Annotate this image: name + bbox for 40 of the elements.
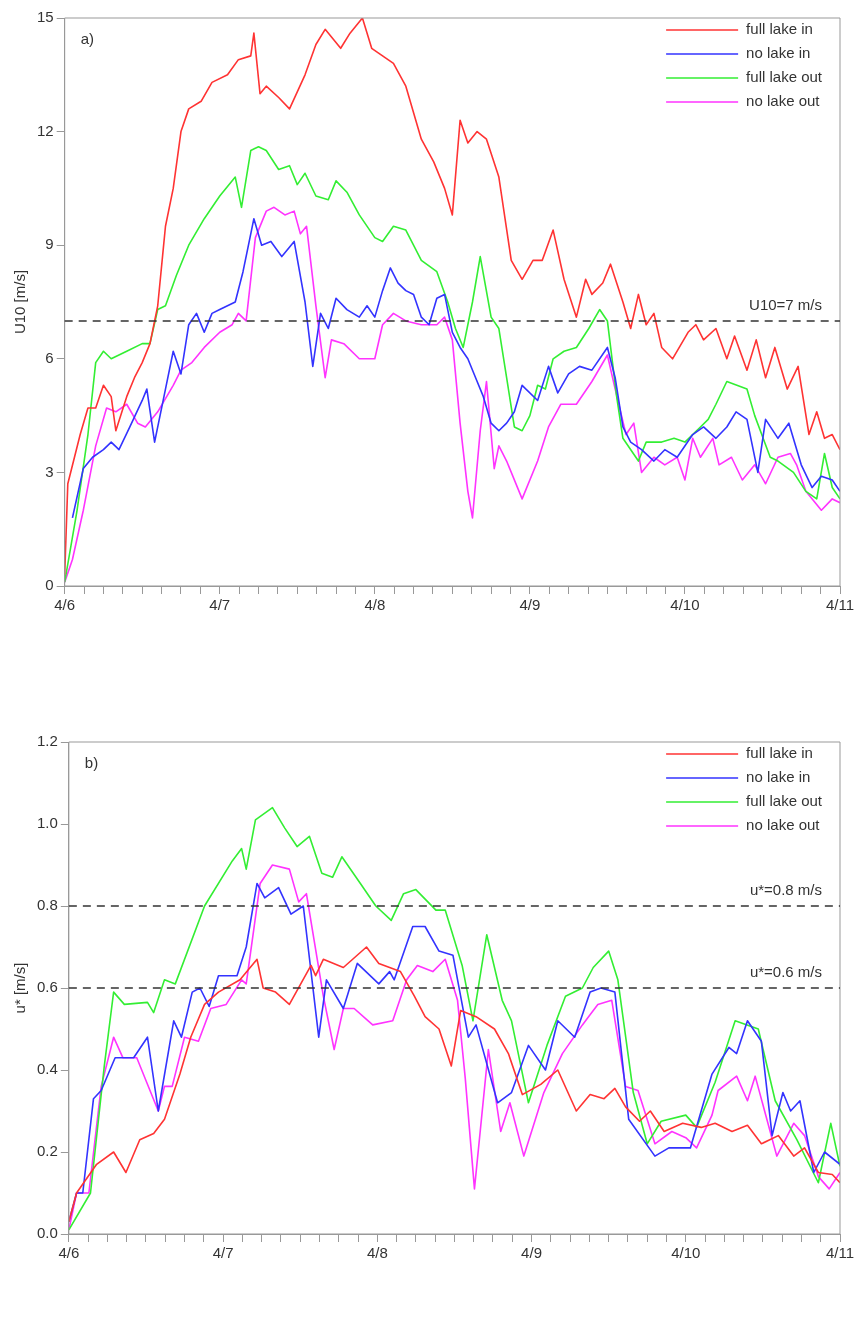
x-tick-label: 4/6 — [58, 1244, 80, 1262]
y-tick-label: 0 — [45, 576, 54, 594]
legend-label: no lake in — [746, 44, 811, 62]
legend-label: full lake in — [746, 20, 813, 38]
y-tick-label: 0.0 — [36, 1224, 58, 1242]
annotation: b) — [84, 753, 99, 771]
y-tick-label: 12 — [37, 121, 54, 139]
x-tick-label: 4/8 — [364, 596, 386, 614]
x-tick-label: 4/9 — [519, 596, 541, 614]
x-tick-label: 4/11 — [825, 1244, 855, 1262]
annotation: a) — [80, 29, 95, 47]
y-tick-label: 0.6 — [36, 978, 58, 996]
x-tick-label: 4/10 — [670, 596, 700, 614]
y-axis-title: U10 [m/s] — [11, 269, 29, 335]
legend-label: full lake out — [746, 792, 823, 810]
x-tick-label: 4/10 — [671, 1244, 701, 1262]
y-tick-label: 3 — [45, 462, 54, 480]
ref-line-label: U10=7 m/s — [749, 295, 822, 313]
legend-label: full lake in — [746, 744, 813, 762]
legend-label: full lake out — [746, 68, 823, 86]
y-tick-label: 1.0 — [36, 814, 58, 832]
ref-line-label: u*=0.8 m/s — [749, 880, 822, 898]
y-axis-title: u* [m/s] — [11, 962, 29, 1014]
y-tick-label: 1.2 — [36, 732, 58, 750]
x-tick-label: 4/11 — [825, 596, 855, 614]
x-tick-label: 4/7 — [212, 1244, 234, 1262]
y-tick-label: 0.2 — [36, 1142, 58, 1160]
legend-label: no lake out — [746, 92, 821, 110]
legend-label: no lake out — [746, 816, 821, 834]
ref-line-label: u*=0.6 m/s — [749, 962, 822, 980]
y-tick-label: 6 — [45, 348, 54, 366]
y-tick-label: 9 — [45, 235, 54, 253]
legend-label: no lake in — [746, 768, 811, 786]
y-tick-label: 0.8 — [36, 896, 58, 914]
x-tick-label: 4/7 — [209, 596, 231, 614]
y-tick-label: 15 — [37, 8, 54, 26]
y-tick-label: 0.4 — [36, 1060, 58, 1078]
x-tick-label: 4/6 — [54, 596, 76, 614]
x-tick-label: 4/9 — [521, 1244, 542, 1262]
x-tick-label: 4/8 — [366, 1244, 388, 1262]
